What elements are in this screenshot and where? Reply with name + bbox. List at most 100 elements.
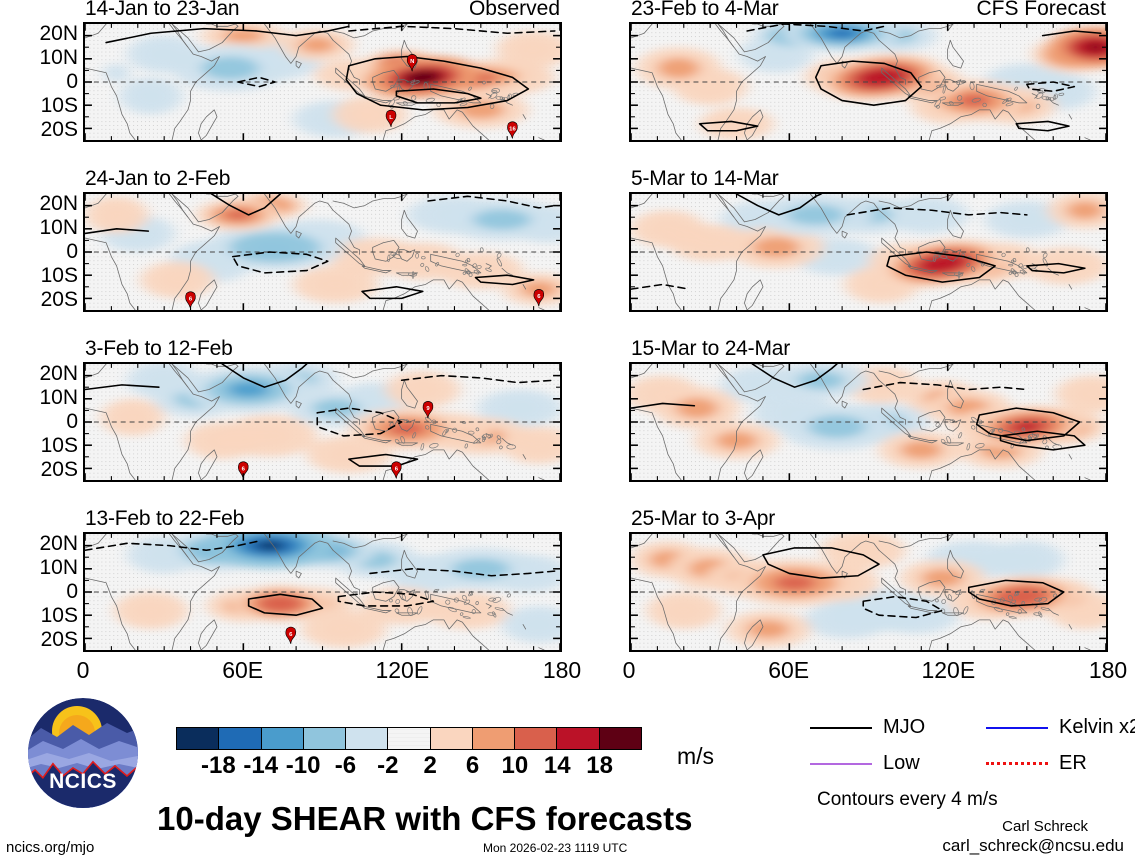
y-axis-labels: 20N 10N 0 10S 20S [16,192,78,312]
panel-title-obs-2: 24-Jan to 2-Feb [85,167,231,190]
tc-marker: 9 [422,401,434,419]
legend-swatch-er [986,762,1048,765]
colorbar-tick--10: -10 [285,752,321,779]
panel-cfs-1: 23-Feb to 4-Mar CFS Forecast [629,0,1108,142]
map-frame-cfs-2 [629,192,1108,312]
x-axis-labels: 0 60E 120E 180 [623,652,1128,686]
svg-text:9: 9 [426,406,430,412]
legend-item-low: Low [810,752,920,775]
map-canvas-cfs-2 [631,194,1106,310]
panel-obs-3: 3-Feb to 12-Feb 20N 10N 0 10S 20S 9 6 6 [39,337,562,482]
map-frame-cfs-4 [629,532,1108,652]
ncics-logo: NCICS [27,697,139,809]
y-tick-10S: 10S [40,604,78,627]
panel-title-cfs-3: 15-Mar to 24-Mar [631,337,791,360]
colorbar-tick--6: -6 [334,752,357,779]
y-tick-20N: 20N [39,532,78,555]
panel-cfs-2: 5-Mar to 14-Mar [629,167,1108,312]
y-tick-20N: 20N [39,362,78,385]
x-tick-180: 180 [542,657,582,683]
render-timestamp: Mon 2026-02-23 1119 UTC [483,841,628,855]
y-tick-10N: 10N [39,556,78,579]
legend-label-kelvin-x2: Kelvin x2 [1059,716,1135,738]
svg-text:16: 16 [509,127,516,133]
x-tick-60E: 60E [222,657,264,683]
y-tick-20S: 20S [40,458,78,481]
y-axis-labels: 20N 10N 0 10S 20S [16,532,78,652]
tc-marker: 6 [185,291,196,309]
legend-item-er: ER [986,752,1087,775]
panel-cfs-3: 15-Mar to 24-Mar [629,337,1108,482]
map-frame-obs-4: 6 [83,532,562,652]
shear-field-obs-1: N L 16 [85,24,560,140]
y-tick-10N: 10N [39,386,78,409]
colorbar-tick-14: 14 [543,752,571,779]
colorbar-segment-8 [515,728,558,749]
panel-obs-1: 14-Jan to 23-Jan Observed 20N 10N 0 10S 20S N L 1… [39,0,562,142]
column-header-observed: Observed [468,0,560,20]
shear-field-cfs-3 [631,364,1106,480]
legend-swatch-mjo [810,726,872,729]
map-canvas-cfs-4 [631,534,1106,650]
tc-marker: 16 [507,121,518,139]
x-tick-0: 0 [76,657,90,683]
ncics-logo-mark [28,698,138,808]
x-tick-120E: 120E [375,657,430,683]
svg-text:L: L [389,115,393,121]
panel-title-cfs-1: 23-Feb to 4-Mar [631,0,779,20]
map-frame-cfs-3 [629,362,1108,482]
legend-label-mjo: MJO [883,716,926,738]
legend-item-mjo: MJO [810,716,925,739]
svg-text:6: 6 [289,632,293,638]
legend-item-kelvin-x2: Kelvin x2 [986,716,1135,739]
y-tick-0: 0 [66,580,78,603]
colorbar-segment-0 [177,728,220,749]
y-axis-labels: 20N 10N 0 10S 20S [16,362,78,482]
colorbar-segment-9 [557,728,600,749]
figure-title: 10-day SHEAR with CFS forecasts [157,800,693,837]
colorbar-tick-10: 10 [501,752,529,779]
colorbar [176,727,642,750]
y-tick-0: 0 [66,410,78,433]
column-header-forecast: CFS Forecast [976,0,1106,20]
tc-marker: 6 [391,461,402,479]
y-tick-10N: 10N [39,46,78,69]
colorbar-tick--2: -2 [377,752,399,779]
map-canvas-obs-1: N L 16 [85,24,560,140]
x-tick-0: 0 [622,657,636,683]
y-tick-20S: 20S [40,118,78,141]
panel-cfs-4: 25-Mar to 3-Apr 0 60E 120E 180 [623,507,1128,683]
credit-author: Carl Schreck [1002,818,1088,835]
colorbar-tick-6: 6 [465,752,480,779]
y-tick-20S: 20S [40,628,78,651]
colorbar-segment-6 [430,728,473,749]
tc-marker: 6 [285,626,297,644]
colorbar-tick-18: 18 [586,752,613,779]
colorbar-units: m/s [677,743,715,769]
colorbar-segment-2 [261,728,304,749]
y-tick-20N: 20N [39,192,78,215]
y-tick-10S: 10S [40,264,78,287]
map-frame-obs-1: N L 16 [83,22,562,142]
ncics-logo-text: NCICS [49,770,117,793]
site-url: ncics.org/mjo [6,839,95,856]
panel-title-obs-1: 14-Jan to 23-Jan [85,0,240,20]
y-tick-20N: 20N [39,22,78,45]
colorbar-segment-10 [599,728,641,749]
tc-marker: L [385,109,397,128]
y-tick-10S: 10S [40,94,78,117]
y-tick-10S: 10S [40,434,78,457]
shear-field-cfs-1 [631,24,1106,140]
x-tick-60E: 60E [768,657,810,683]
svg-text:N: N [410,59,414,65]
shear-field-cfs-4 [631,534,1106,650]
legend-swatch-kelvin-x2 [986,726,1048,729]
y-tick-0: 0 [66,240,78,263]
colorbar-segment-1 [219,728,262,749]
colorbar-segment-4 [346,728,389,749]
colorbar-tick--14: -14 [243,752,279,779]
